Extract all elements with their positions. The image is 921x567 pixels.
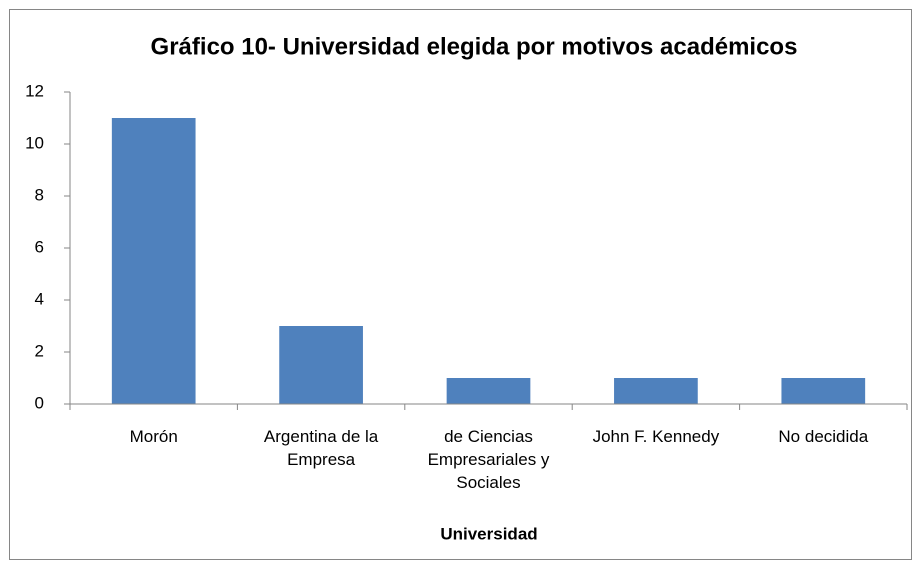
bar (279, 326, 363, 404)
x-tick-label: de Ciencias Empresariales y Sociales (427, 427, 550, 492)
y-tick-label: 0 (35, 393, 44, 412)
x-axis-label: Universidad (440, 524, 537, 543)
y-tick-label: 8 (35, 185, 44, 204)
y-tick-label: 4 (35, 289, 44, 308)
y-tick-label: 12 (25, 81, 44, 100)
x-tick-label: John F. Kennedy (592, 427, 720, 446)
bar (111, 118, 196, 404)
x-tick-label: No decidida (778, 427, 869, 446)
y-tick-label: 10 (25, 133, 44, 152)
bar (781, 378, 866, 404)
bar (446, 378, 531, 404)
y-tick-label: 2 (35, 341, 44, 360)
x-tick-label: Argentina de la Empresa (263, 427, 379, 469)
x-tick-label: Morón (129, 427, 178, 446)
bar (614, 378, 698, 404)
chart-title: Gráfico 10- Universidad elegida por moti… (151, 33, 798, 60)
y-tick-label: 6 (35, 237, 44, 256)
